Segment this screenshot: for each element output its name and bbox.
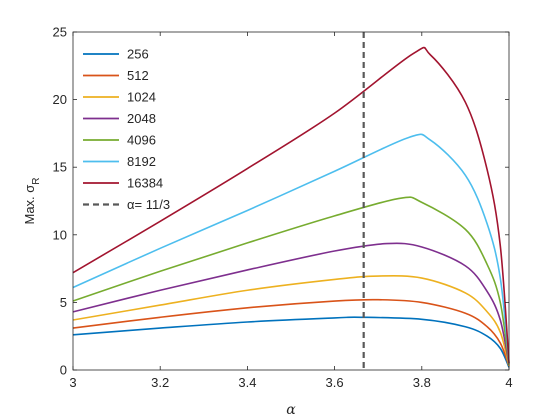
- legend-label: 256: [127, 47, 149, 62]
- series-line-8192: [72, 133, 510, 364]
- legend-label: 16384: [127, 176, 163, 191]
- x-tick-label: 3.8: [413, 375, 431, 390]
- series-line-512: [72, 298, 510, 367]
- x-tick-label: 3.4: [238, 375, 256, 390]
- legend-label: 4096: [127, 133, 156, 148]
- x-tick-label: 3.2: [151, 375, 169, 390]
- y-tick-label: 0: [60, 363, 67, 378]
- axes-box: [72, 31, 510, 371]
- series-layer: [72, 46, 510, 368]
- y-axis-label-subscript: R: [31, 177, 42, 184]
- legend-label: 2048: [127, 111, 156, 126]
- series-line-1024: [72, 275, 510, 367]
- legend-label: α= 11/3: [127, 197, 170, 212]
- x-tick-label: 3.6: [326, 375, 344, 390]
- y-tick-label: 25: [53, 25, 67, 40]
- y-axis-label: Max. σR: [22, 177, 42, 224]
- x-tick-label: 4: [505, 375, 512, 390]
- y-tick-label: 10: [53, 227, 67, 242]
- legend-label: 512: [127, 68, 149, 83]
- legend-label: 8192: [127, 154, 156, 169]
- x-tick-label: 3: [69, 375, 76, 390]
- plot-area: [73, 32, 509, 370]
- x-axis-label: α: [286, 402, 296, 418]
- series-line-2048: [72, 242, 510, 365]
- legend: 256 512 1024 2048 4096 8192 16384 α= 11/3: [83, 47, 170, 212]
- y-tick-label: 5: [60, 295, 67, 310]
- y-axis-label-main: Max. σ: [22, 185, 37, 225]
- y-tick-label: 20: [53, 92, 67, 107]
- series-line-16384: [72, 46, 510, 364]
- y-tick-label: 15: [53, 160, 67, 175]
- legend-label: 1024: [127, 90, 156, 105]
- series-line-256: [72, 316, 510, 368]
- axes-layer: 3 3.2 3.4 3.6 3.8 4 0 5 10 15 20 25: [53, 25, 513, 391]
- series-line-4096: [72, 196, 510, 365]
